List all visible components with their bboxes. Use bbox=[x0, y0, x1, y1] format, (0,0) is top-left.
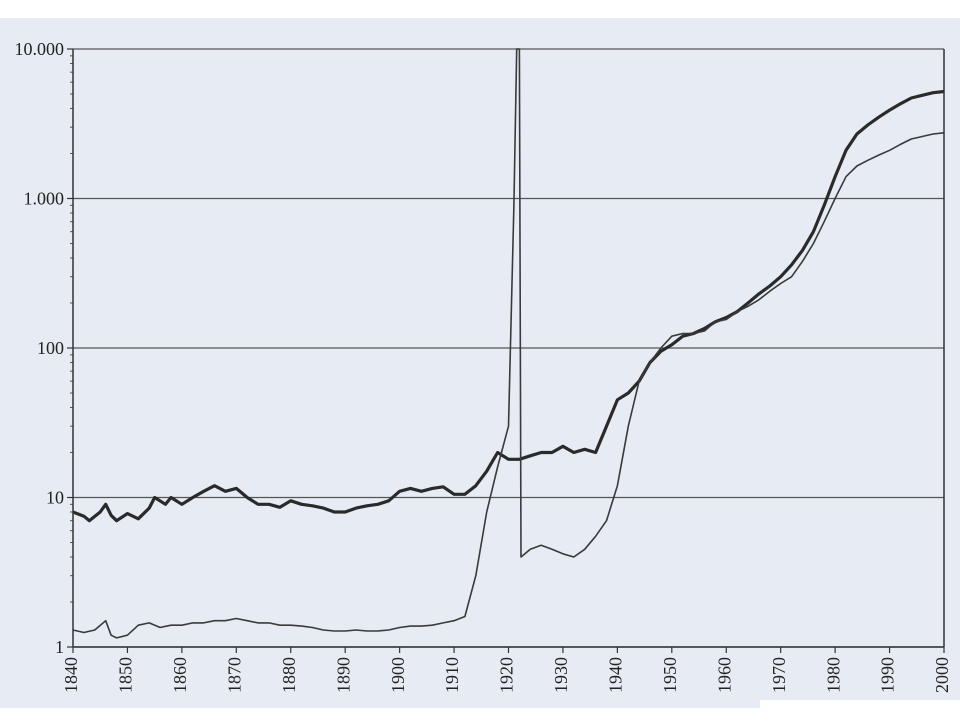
x-tick-label: 1940 bbox=[606, 657, 626, 693]
series-layer bbox=[72, 48, 945, 639]
y-tick-label: 10 bbox=[46, 488, 64, 508]
x-tick-label: 1980 bbox=[823, 657, 843, 693]
x-tick-label: 1960 bbox=[714, 657, 734, 693]
x-tick-label: 1930 bbox=[551, 657, 571, 693]
x-tick-label: 1970 bbox=[769, 657, 789, 693]
y-tick-label: 1.000 bbox=[24, 189, 65, 209]
x-tick-label: 1950 bbox=[660, 657, 680, 693]
axes bbox=[67, 48, 945, 653]
y-tick-label: 1 bbox=[55, 637, 64, 657]
x-tick-labels: 1840 1850 1860 1870 1880 1890 1900 1910 1920 1930… bbox=[61, 657, 952, 693]
x-tick-label: 1840 bbox=[61, 657, 81, 693]
x-tick-label: 1990 bbox=[878, 657, 898, 693]
scan-corner-patch bbox=[760, 700, 960, 720]
x-tick-label: 1900 bbox=[388, 657, 408, 693]
y-tick-label: 10.000 bbox=[15, 39, 65, 59]
scan-tint bbox=[0, 18, 960, 708]
x-tick-label: 1920 bbox=[497, 657, 517, 693]
x-tick-label: 2000 bbox=[932, 657, 952, 693]
x-tick-label: 1880 bbox=[279, 657, 299, 693]
y-tick-labels: 1 10 100 1.000 10.000 bbox=[15, 39, 65, 657]
x-tick-label: 1860 bbox=[170, 657, 190, 693]
y-tick-label: 100 bbox=[37, 338, 64, 358]
x-tick-label: 1910 bbox=[442, 657, 462, 693]
x-tick-label: 1870 bbox=[224, 657, 244, 693]
series-line-2 bbox=[72, 48, 945, 639]
x-tick-label: 1850 bbox=[116, 657, 136, 693]
series-line-1 bbox=[72, 89, 945, 523]
x-tick-label: 1890 bbox=[333, 657, 353, 693]
